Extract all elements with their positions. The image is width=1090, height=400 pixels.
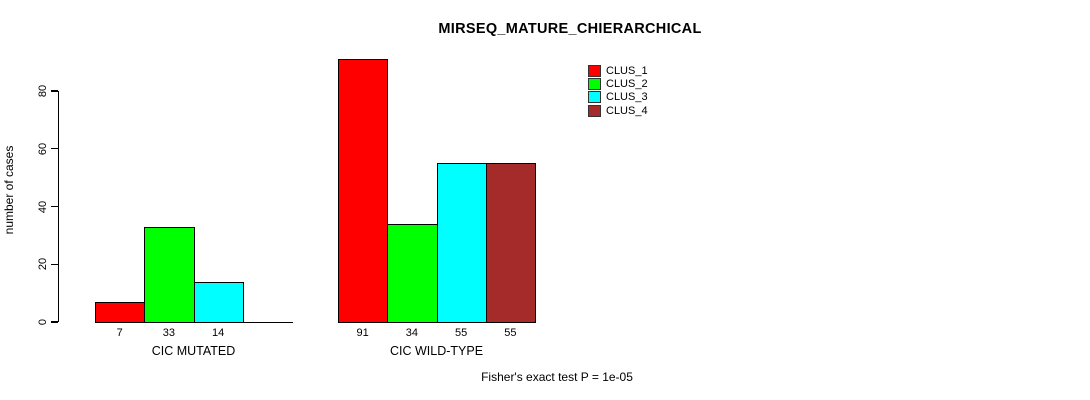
y-tick-label: 0 xyxy=(37,318,49,326)
bar xyxy=(387,223,438,323)
bar xyxy=(485,163,536,323)
legend-row: CLUS_1 xyxy=(588,64,648,77)
bar-value-label: 34 xyxy=(405,327,418,339)
chart-title: MIRSEQ_MATURE_CHIERARCHICAL xyxy=(438,21,702,37)
y-tick-label: 20 xyxy=(37,258,49,271)
legend-label: CLUS_3 xyxy=(606,91,648,104)
group-label: CIC WILD-TYPE xyxy=(389,344,484,358)
group-label: CIC MUTATED xyxy=(151,344,236,358)
legend-row: CLUS_4 xyxy=(588,104,648,117)
y-tick-mark xyxy=(51,205,58,208)
bar-value-label: 14 xyxy=(212,327,225,339)
bar xyxy=(193,281,244,323)
group-baseline xyxy=(95,321,293,323)
legend-swatch xyxy=(588,91,601,104)
bar-value-label: 91 xyxy=(356,327,369,339)
bar xyxy=(338,59,389,323)
legend-row: CLUS_2 xyxy=(588,77,648,90)
bar-value-label: 7 xyxy=(116,327,123,339)
y-axis-label: number of cases xyxy=(2,145,16,235)
legend-label: CLUS_4 xyxy=(606,104,648,117)
bar-value-label: 55 xyxy=(504,327,517,339)
legend-swatch xyxy=(588,64,601,77)
footnote: Fisher's exact test P = 1e-05 xyxy=(481,370,633,384)
y-tick-label: 60 xyxy=(37,142,49,155)
y-tick-mark xyxy=(51,148,58,150)
bar-value-label: 33 xyxy=(162,327,175,339)
legend-row: CLUS_3 xyxy=(588,91,648,104)
bar xyxy=(95,301,146,323)
y-tick-mark xyxy=(51,321,58,323)
legend: CLUS_1 CLUS_2 CLUS_3 CLUS_4 xyxy=(588,64,648,117)
y-tick-label: 80 xyxy=(37,84,49,98)
y-axis-line xyxy=(58,91,60,322)
y-tick-mark xyxy=(51,90,58,92)
group-baseline xyxy=(338,321,536,323)
bar-value-label: 55 xyxy=(455,327,468,339)
bar xyxy=(144,226,195,323)
bar xyxy=(436,163,487,323)
legend-swatch xyxy=(588,77,601,90)
legend-label: CLUS_2 xyxy=(606,77,648,90)
y-tick-mark xyxy=(51,263,58,265)
legend-swatch xyxy=(588,104,601,117)
y-tick-label: 40 xyxy=(37,200,49,213)
legend-label: CLUS_1 xyxy=(606,64,648,77)
